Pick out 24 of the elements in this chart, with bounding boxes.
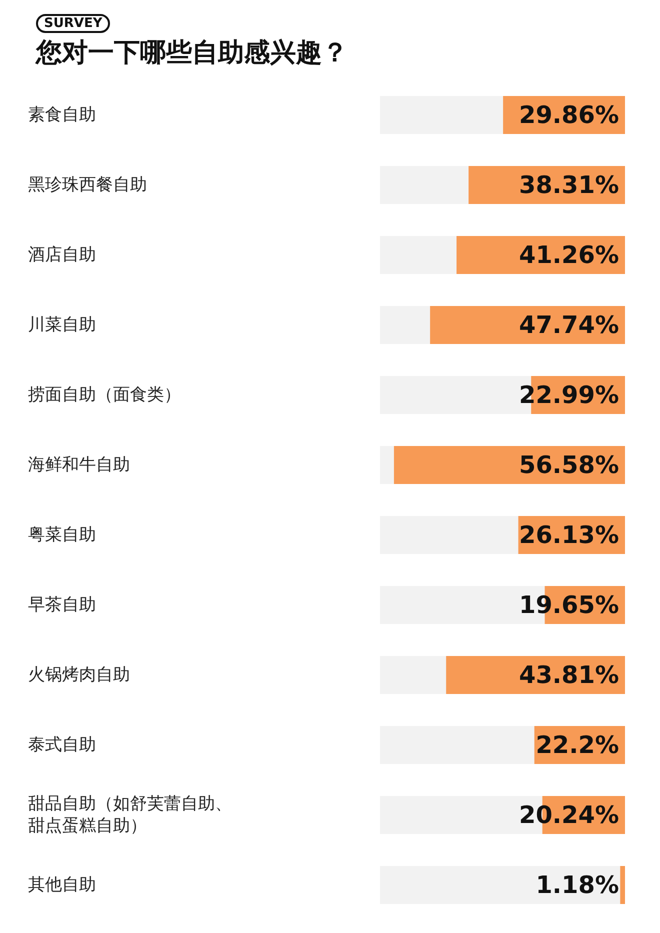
y-tick-label: 其他自助: [28, 875, 96, 895]
data-label: 56.58%: [519, 451, 619, 479]
data-label: 29.86%: [519, 101, 619, 129]
y-tick-label: 海鲜和牛自助: [28, 455, 130, 475]
y-tick-label: 早茶自助: [28, 595, 96, 615]
y-tick-label: 川菜自助: [28, 315, 96, 335]
y-tick-label: 素食自助: [28, 105, 96, 125]
y-tick-label: 酒店自助: [28, 245, 96, 265]
y-tick-label: 捞面自助（面食类）: [28, 385, 181, 405]
text: SURVEY: [36, 14, 110, 33]
data-label: 47.74%: [519, 311, 619, 339]
data-label: 1.18%: [536, 871, 619, 899]
data-label: 41.26%: [519, 241, 619, 269]
bar: [620, 866, 625, 904]
data-label: 22.2%: [536, 731, 619, 759]
y-tick-label: 甜品自助（如舒芙蕾自助、甜点蛋糕自助）: [28, 794, 232, 836]
data-label: 26.13%: [519, 521, 619, 549]
data-label: 43.81%: [519, 661, 619, 689]
chart-title: 您对一下哪些自助感兴趣？: [36, 37, 349, 70]
y-tick-label: 火锅烤肉自助: [28, 665, 130, 685]
y-tick-label: 泰式自助: [28, 735, 96, 755]
y-tick-label: 粤菜自助: [28, 525, 96, 545]
data-label: 38.31%: [519, 171, 619, 199]
y-tick-label: 黑珍珠西餐自助: [28, 175, 147, 195]
